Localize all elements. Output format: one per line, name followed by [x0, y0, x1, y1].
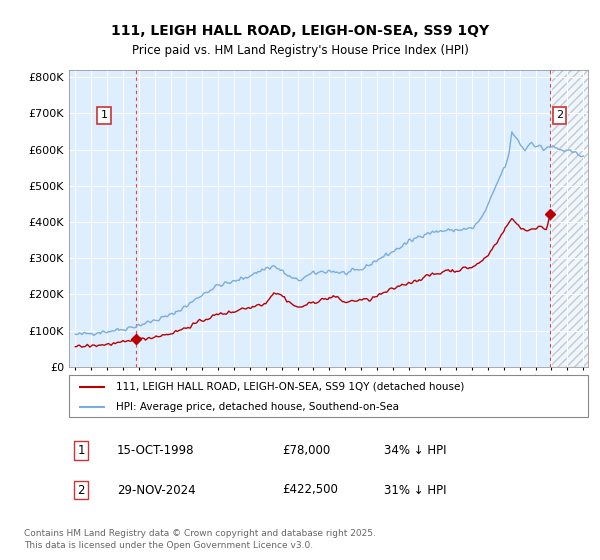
Text: 111, LEIGH HALL ROAD, LEIGH-ON-SEA, SS9 1QY: 111, LEIGH HALL ROAD, LEIGH-ON-SEA, SS9 …: [111, 24, 489, 38]
Text: 2: 2: [556, 110, 563, 120]
Text: £78,000: £78,000: [282, 444, 330, 458]
Text: £422,500: £422,500: [282, 483, 338, 497]
Text: 1: 1: [77, 444, 85, 458]
Text: Price paid vs. HM Land Registry's House Price Index (HPI): Price paid vs. HM Land Registry's House …: [131, 44, 469, 57]
Text: 34% ↓ HPI: 34% ↓ HPI: [384, 444, 446, 458]
Text: 111, LEIGH HALL ROAD, LEIGH-ON-SEA, SS9 1QY (detached house): 111, LEIGH HALL ROAD, LEIGH-ON-SEA, SS9 …: [116, 382, 464, 392]
Text: 15-OCT-1998: 15-OCT-1998: [117, 444, 194, 458]
Text: Contains HM Land Registry data © Crown copyright and database right 2025.
This d: Contains HM Land Registry data © Crown c…: [24, 529, 376, 550]
Text: HPI: Average price, detached house, Southend-on-Sea: HPI: Average price, detached house, Sout…: [116, 402, 399, 412]
Text: 31% ↓ HPI: 31% ↓ HPI: [384, 483, 446, 497]
Text: 1: 1: [100, 110, 107, 120]
Text: 29-NOV-2024: 29-NOV-2024: [117, 483, 196, 497]
FancyBboxPatch shape: [69, 375, 588, 417]
Text: 2: 2: [77, 483, 85, 497]
